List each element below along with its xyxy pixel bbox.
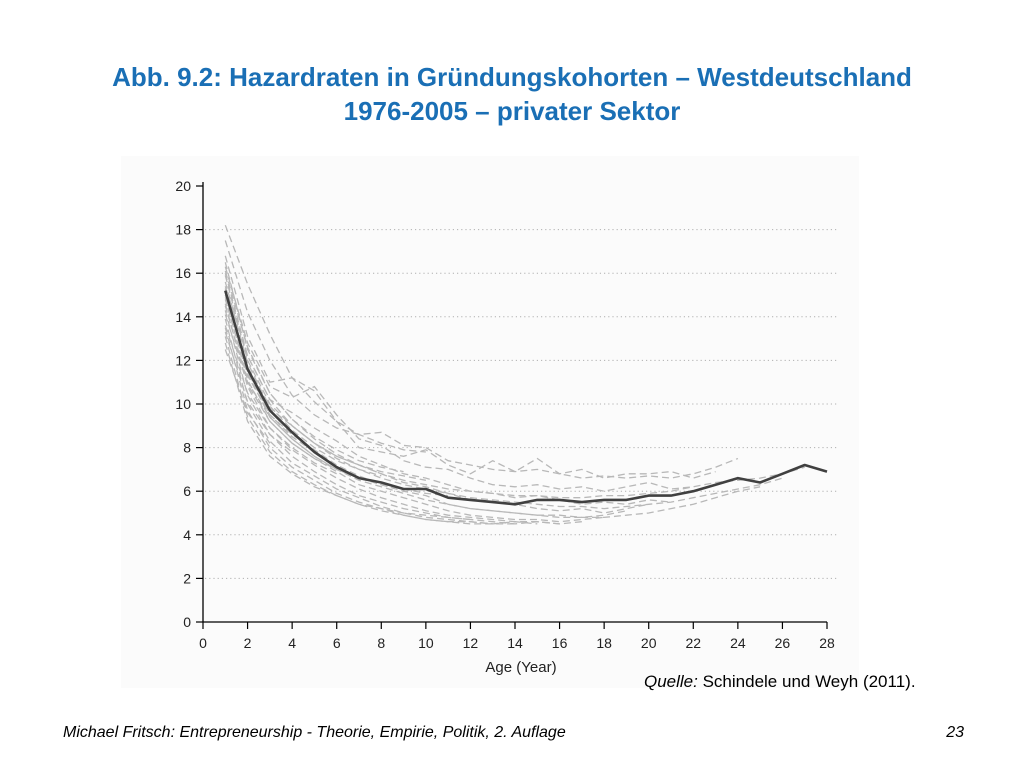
y-tick-label-6: 6 (183, 483, 191, 499)
y-tick-label-8: 8 (183, 440, 191, 456)
cohort-line-23 (224, 349, 271, 444)
cohort-line-24 (224, 275, 783, 510)
y-tick-label-14: 14 (175, 309, 191, 325)
x-tick-label-28: 28 (819, 635, 835, 651)
x-tick-label-14: 14 (507, 635, 523, 651)
cohort-line-14 (224, 342, 471, 521)
grid-layer (205, 229, 837, 579)
cohort-line-7 (224, 290, 627, 519)
average-line-layer (224, 290, 828, 506)
y-tick-label-2: 2 (183, 570, 191, 586)
x-tick-label-4: 4 (288, 635, 296, 651)
title-line-2: 1976-2005 – privater Sektor (343, 96, 681, 126)
x-tick-label-16: 16 (552, 635, 568, 651)
cohort-line-25 (224, 288, 761, 519)
average-line (224, 290, 828, 506)
y-tick-label-16: 16 (175, 265, 191, 281)
x-axis-label: Age (Year) (485, 659, 556, 676)
cohort-line-21 (224, 299, 315, 453)
x-tick-label-6: 6 (333, 635, 341, 651)
page-number: 23 (946, 724, 964, 741)
x-tick-label-8: 8 (377, 635, 385, 651)
cohort-lines-layer (224, 224, 805, 525)
cohort-line-26 (224, 262, 805, 499)
y-tick-label-12: 12 (175, 352, 191, 368)
x-tick-label-22: 22 (685, 635, 701, 651)
footer-citation: Michael Fritsch: Entrepreneurship - Theo… (63, 724, 566, 741)
cohort-line-1 (224, 224, 426, 453)
cohort-line-5 (224, 273, 672, 505)
x-tick-label-0: 0 (199, 635, 207, 651)
cohort-line-12 (224, 327, 515, 525)
cohort-line-22 (224, 331, 293, 453)
cohort-line-9 (224, 303, 582, 525)
y-tick-label-18: 18 (175, 222, 191, 238)
cohort-line-3 (224, 255, 716, 479)
cohort-line-16 (224, 286, 427, 481)
x-tick-label-26: 26 (775, 635, 791, 651)
chart-panel: 0 2 4 6 8 10 12 14 16 18 20 0 2 4 6 8 10 12 14 16 18 20 22 24 26… (121, 156, 859, 688)
cohort-line-20 (224, 325, 337, 475)
y-tick-label-0: 0 (183, 614, 191, 630)
cohort-line-18 (224, 294, 382, 477)
x-tick-label-24: 24 (730, 635, 746, 651)
x-tick-label-2: 2 (244, 635, 252, 651)
cohort-line-13 (224, 336, 493, 525)
cohort-line-17 (224, 270, 404, 473)
source-text: Schindele und Weyh (2011). (697, 672, 916, 691)
x-tick-label-10: 10 (418, 635, 434, 651)
y-tick-label-20: 20 (175, 178, 191, 194)
x-tick-label-18: 18 (596, 635, 612, 651)
slide-title: Abb. 9.2: Hazardraten in Gründungskohort… (0, 60, 1024, 128)
y-tick-label-10: 10 (175, 396, 191, 412)
title-line-1: Abb. 9.2: Hazardraten in Gründungskohort… (112, 62, 912, 92)
cohort-line-4 (224, 266, 694, 492)
y-tick-label-4: 4 (183, 527, 191, 543)
cohort-line-8 (224, 297, 605, 523)
source-label: Quelle: (644, 672, 698, 691)
x-tick-label-20: 20 (641, 635, 657, 651)
cohort-line-6 (224, 281, 649, 514)
x-tick-label-12: 12 (463, 635, 479, 651)
source-note: Quelle: Schindele und Weyh (2011). (644, 672, 916, 692)
